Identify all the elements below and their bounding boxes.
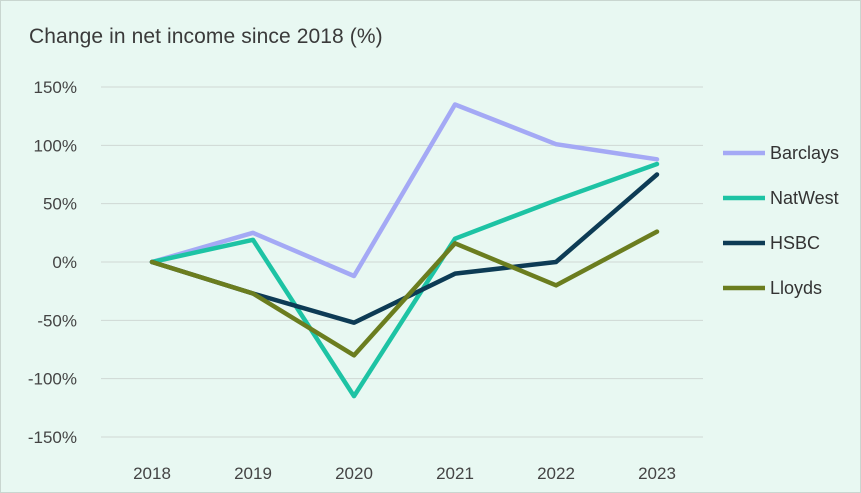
- x-axis: 2018 2019 2020 2021 2022 2023: [133, 464, 676, 483]
- y-tick-label: 100%: [34, 136, 77, 155]
- y-tick-label: -150%: [28, 428, 77, 447]
- series-lines: [149, 102, 660, 399]
- x-tick-label: 2019: [234, 464, 272, 483]
- x-tick-label: 2021: [436, 464, 474, 483]
- series-line-barclays: [149, 102, 660, 279]
- x-tick-label: 2023: [638, 464, 676, 483]
- legend-label-barclays: Barclays: [770, 143, 839, 163]
- gridlines: [101, 86, 703, 438]
- legend-label-hsbc: HSBC: [770, 233, 820, 253]
- y-tick-label: 50%: [43, 195, 77, 214]
- y-tick-label: -100%: [28, 370, 77, 389]
- y-axis: 150% 100% 50% 0% -50% -100% -150%: [28, 78, 77, 447]
- y-tick-label: -50%: [37, 311, 77, 330]
- x-tick-label: 2020: [335, 464, 373, 483]
- x-tick-label: 2022: [537, 464, 575, 483]
- y-tick-label: 150%: [34, 78, 77, 97]
- series-line-natwest: [149, 161, 660, 399]
- series-line-lloyds: [149, 229, 660, 358]
- legend-label-lloyds: Lloyds: [770, 278, 822, 298]
- y-tick-label: 0%: [52, 253, 77, 272]
- legend-label-natwest: NatWest: [770, 188, 839, 208]
- legend: Barclays NatWest HSBC Lloyds: [723, 143, 839, 298]
- chart-title: Change in net income since 2018 (%): [29, 25, 383, 48]
- x-tick-label: 2018: [133, 464, 171, 483]
